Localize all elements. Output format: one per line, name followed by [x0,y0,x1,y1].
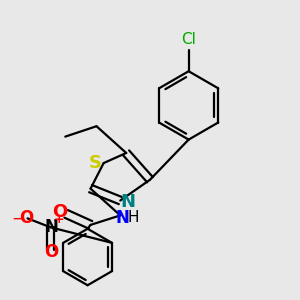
Text: −: − [12,209,26,227]
Text: N: N [44,218,58,236]
Text: O: O [44,243,58,261]
Text: Cl: Cl [181,32,196,47]
Text: H: H [127,210,139,225]
Text: +: + [53,213,64,226]
Text: O: O [52,203,67,221]
Text: N: N [116,209,130,227]
Text: S: S [89,154,102,172]
Text: N: N [120,193,135,211]
Text: O: O [19,209,33,227]
